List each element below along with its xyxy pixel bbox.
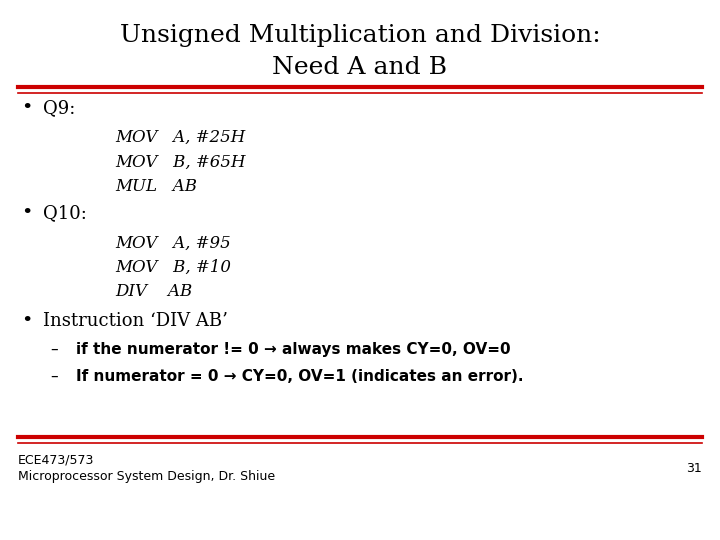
Text: MOV   A, #25H: MOV A, #25H — [115, 129, 246, 146]
Text: MOV   A, #95: MOV A, #95 — [115, 234, 231, 252]
Text: Need A and B: Need A and B — [272, 56, 448, 79]
Text: •: • — [22, 204, 33, 222]
Text: •: • — [22, 312, 33, 330]
Text: DIV    AB: DIV AB — [115, 283, 192, 300]
Text: Q10:: Q10: — [43, 204, 87, 222]
Text: Instruction ‘DIV AB’: Instruction ‘DIV AB’ — [43, 312, 228, 330]
Text: –: – — [50, 342, 58, 357]
Text: Q9:: Q9: — [43, 99, 76, 117]
Text: If numerator = 0 → CY=0, OV=1 (indicates an error).: If numerator = 0 → CY=0, OV=1 (indicates… — [76, 369, 523, 384]
Text: ECE473/573: ECE473/573 — [18, 454, 94, 467]
Text: MOV   B, #10: MOV B, #10 — [115, 259, 231, 276]
Text: Unsigned Multiplication and Division:: Unsigned Multiplication and Division: — [120, 24, 600, 46]
Text: if the numerator != 0 → always makes CY=0, OV=0: if the numerator != 0 → always makes CY=… — [76, 342, 510, 357]
Text: MUL   AB: MUL AB — [115, 178, 197, 195]
Text: –: – — [50, 369, 58, 384]
Text: 31: 31 — [686, 462, 702, 475]
Text: Microprocessor System Design, Dr. Shiue: Microprocessor System Design, Dr. Shiue — [18, 470, 275, 483]
Text: MOV   B, #65H: MOV B, #65H — [115, 153, 246, 171]
Text: •: • — [22, 99, 33, 117]
